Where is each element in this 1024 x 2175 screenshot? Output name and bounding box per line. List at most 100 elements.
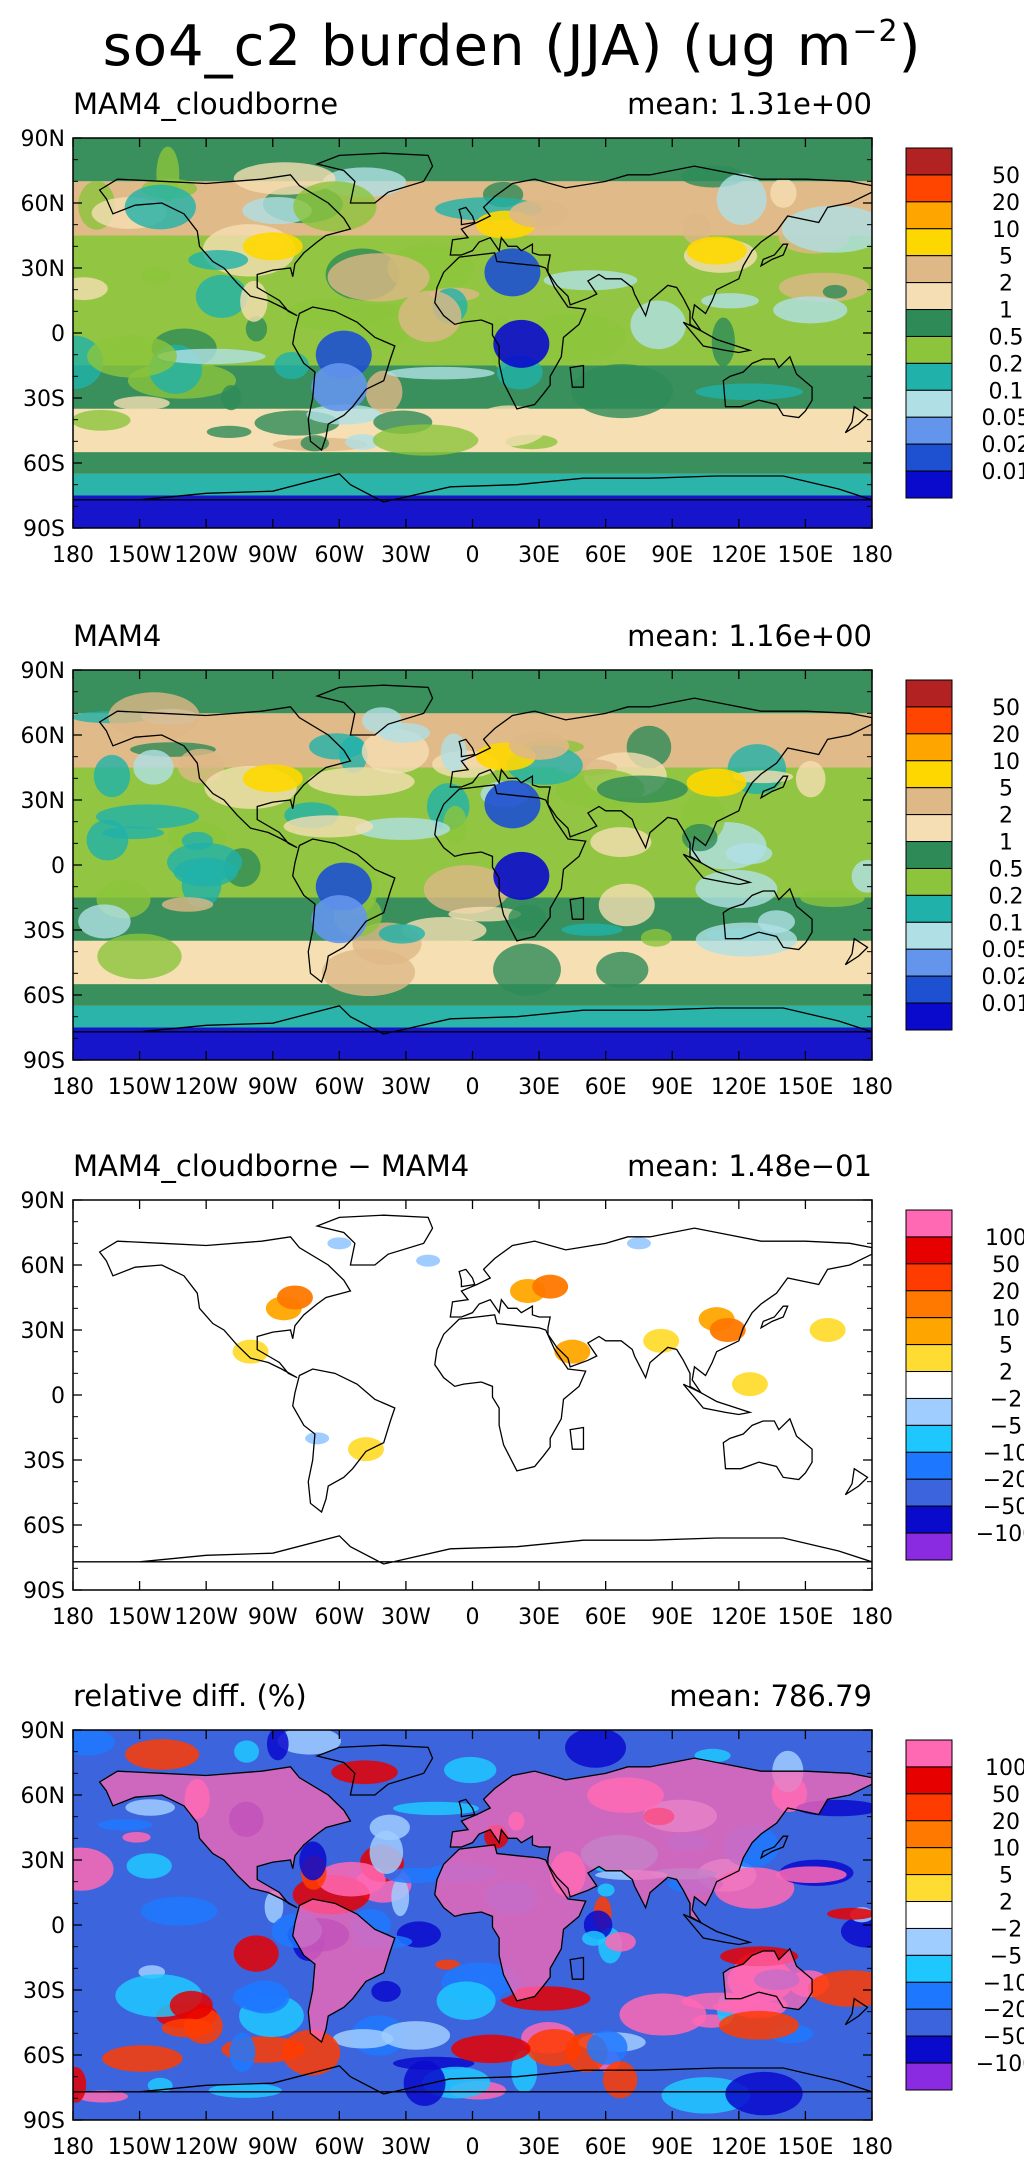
coastline-new-zealand xyxy=(844,1997,869,2026)
colorbar-label: 0.1 xyxy=(989,911,1024,936)
lon-tick-label: 120W xyxy=(174,1605,238,1630)
colorbar-label: 10 xyxy=(992,750,1020,775)
lat-tick-label: 90N xyxy=(21,1189,65,1214)
colorbar-label: 0.1 xyxy=(989,379,1024,404)
colorbar-label: −10 xyxy=(983,1971,1024,1996)
lon-tick-label: 30E xyxy=(518,2135,560,2160)
colorbar-box xyxy=(905,1739,953,1768)
colorbar-box xyxy=(905,147,953,176)
colorbar-box xyxy=(905,1209,953,1238)
colorbar-box xyxy=(905,2008,953,2037)
colorbar-box xyxy=(905,1344,953,1373)
lon-tick-label: 180 xyxy=(52,1075,94,1100)
colorbar-label: −5 xyxy=(990,1414,1022,1439)
lat-tick-label: 90N xyxy=(21,659,65,684)
colorbar-box xyxy=(905,174,953,203)
colorbar-box xyxy=(905,1874,953,1903)
colorbar-label: 50 xyxy=(992,1253,1020,1278)
lon-tick-label: 150W xyxy=(108,543,172,568)
colorbar-label: −2 xyxy=(990,1387,1022,1412)
coastline-uk xyxy=(458,1798,476,1818)
lon-tick-label: 150E xyxy=(777,1605,833,1630)
panel-right-label: mean: 1.16e+00 xyxy=(627,619,872,653)
coastline-indonesia xyxy=(682,1913,753,1946)
colorbar-label: 1 xyxy=(999,299,1013,324)
colorbar-box xyxy=(905,867,953,896)
coastline-madagascar xyxy=(569,364,585,388)
lon-tick-label: 90E xyxy=(651,2135,693,2160)
colorbar-box xyxy=(905,1820,953,1849)
colorbar-label: 20 xyxy=(992,191,1020,216)
map-field xyxy=(73,1200,872,1590)
lon-tick-label: 30W xyxy=(381,1075,431,1100)
lon-tick-label: 90E xyxy=(651,543,693,568)
lon-tick-label: 120E xyxy=(711,2135,767,2160)
colorbar-label: 0.01 xyxy=(982,992,1024,1017)
map-field xyxy=(73,1730,872,2120)
lat-tick-label: 60N xyxy=(21,1254,65,1279)
colorbar-box xyxy=(905,1424,953,1453)
lon-tick-label: 30W xyxy=(381,2135,431,2160)
coastline-antarctica xyxy=(73,473,872,503)
coastline-africa xyxy=(434,252,587,410)
lon-tick-label: 60E xyxy=(585,543,627,568)
colorbar-box xyxy=(905,1954,953,1983)
coastline-africa xyxy=(434,1844,587,2002)
lon-tick-label: 30E xyxy=(518,1075,560,1100)
map-panel-1: MAM4_cloudborne mean: 1.31e+00 90N 60N 30N 0 3… xyxy=(21,87,1024,568)
lon-tick-label: 150E xyxy=(777,543,833,568)
colorbar-box xyxy=(905,309,953,337)
lon-tick-label: 0 xyxy=(466,543,480,568)
colorbar-box xyxy=(905,1451,953,1480)
colorbar-box xyxy=(905,362,953,391)
lat-tick-label: 90S xyxy=(23,2109,65,2134)
colorbar-box xyxy=(905,1505,953,1534)
lon-tick-label: 180 xyxy=(52,543,94,568)
colorbar-box xyxy=(905,1371,953,1399)
lat-tick-label: 90S xyxy=(23,1579,65,1604)
colorbar-label: 10 xyxy=(992,218,1020,243)
lat-tick-label: 30S xyxy=(23,1979,65,2004)
coastline-uk xyxy=(458,738,476,758)
colorbar-box xyxy=(905,1478,953,1507)
lat-tick-label: 30S xyxy=(23,919,65,944)
colorbar-box xyxy=(905,2062,953,2091)
coastline-africa xyxy=(434,784,587,942)
coastline-europe-asia xyxy=(449,165,872,332)
lon-tick-label: 60E xyxy=(585,1605,627,1630)
coastline-indonesia xyxy=(682,853,753,886)
colorbar-label: 100 xyxy=(985,1226,1024,1251)
lon-tick-label: 0 xyxy=(466,2135,480,2160)
colorbar-box xyxy=(905,1793,953,1822)
panel-left-label: MAM4_cloudborne xyxy=(73,87,338,121)
colorbar-box xyxy=(905,679,953,708)
lon-tick-label: 90W xyxy=(248,543,298,568)
colorbar-box xyxy=(905,1002,953,1031)
lon-tick-label: 180 xyxy=(52,2135,94,2160)
lat-tick-label: 0 xyxy=(51,1914,65,1939)
lon-tick-label: 0 xyxy=(466,1075,480,1100)
colorbar-label: 20 xyxy=(992,1810,1020,1835)
coastline-australia xyxy=(722,1947,813,2011)
colorbar-box xyxy=(905,1263,953,1292)
lon-tick-label: 90W xyxy=(248,1075,298,1100)
colorbar-box xyxy=(905,894,953,923)
lat-tick-label: 30S xyxy=(23,1449,65,1474)
lat-tick-label: 90N xyxy=(21,1719,65,1744)
lon-tick-label: 60E xyxy=(585,2135,627,2160)
colorbar-label: −2 xyxy=(990,1917,1022,1942)
lon-tick-label: 180 xyxy=(851,543,893,568)
coastline-greenland xyxy=(314,152,434,204)
lon-tick-label: 150W xyxy=(108,1075,172,1100)
colorbar-box xyxy=(905,389,953,418)
lat-tick-label: 60S xyxy=(23,1514,65,1539)
colorbar-label: −100 xyxy=(976,2052,1024,2077)
colorbar-label: 0.5 xyxy=(989,325,1024,350)
colorbar-label: 0.01 xyxy=(982,460,1024,485)
colorbar-label: 0.05 xyxy=(982,406,1024,431)
lat-tick-label: 30N xyxy=(21,1319,65,1344)
lat-tick-label: 30N xyxy=(21,1849,65,1874)
